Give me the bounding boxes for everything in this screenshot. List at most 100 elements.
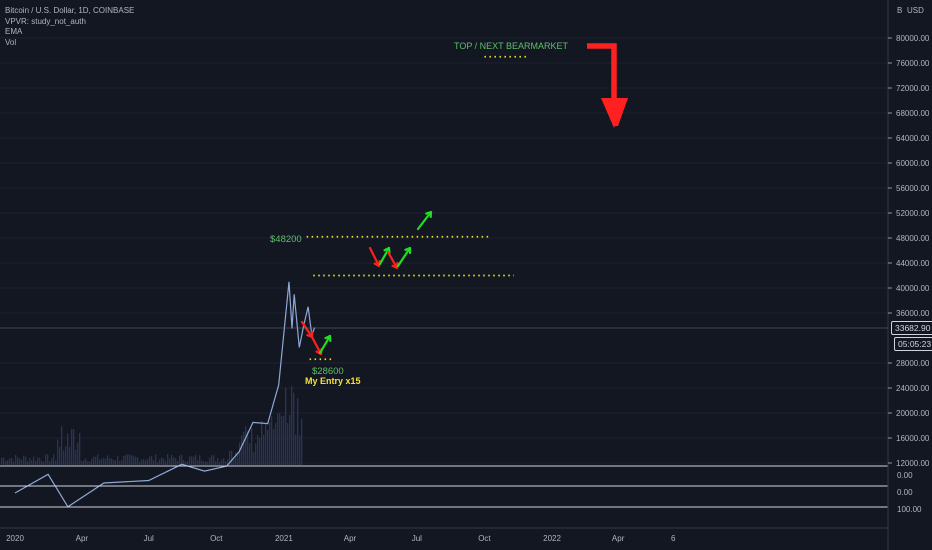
indicator-vol[interactable]: Vol <box>5 37 17 47</box>
price-tick-label-1: 76000.00 <box>896 59 930 68</box>
volume-bar <box>299 435 301 465</box>
indicator-vpvr[interactable]: VPVR: study_not_auth <box>5 16 86 26</box>
volume-bar <box>65 446 67 465</box>
volume-bar <box>169 458 171 465</box>
volume-bar <box>199 455 201 465</box>
sub-pane-tick-1: 0.00 <box>897 488 913 497</box>
volume-bar <box>157 461 159 465</box>
level-low-label: $28600 <box>312 366 344 377</box>
volume-bar <box>151 456 153 465</box>
volume-bar <box>297 398 299 465</box>
countdown-tag: 05:05:23 <box>894 337 932 351</box>
volume-bar <box>203 461 205 465</box>
arrow-down-3-head <box>373 259 381 268</box>
price-tick-label-3: 68000.00 <box>896 109 930 118</box>
price-tick-label-12: 28000.00 <box>896 359 930 368</box>
volume-bar <box>123 455 125 465</box>
volume-bar <box>87 461 89 465</box>
price-series-line <box>14 281 316 508</box>
volume-bar <box>7 460 9 465</box>
volume-bar <box>125 455 127 465</box>
volume-bar <box>143 459 145 465</box>
time-tick-2: Jul <box>144 534 154 543</box>
volume-bar <box>53 454 55 465</box>
volume-bar <box>141 459 143 465</box>
indicator-ema[interactable]: EMA <box>5 27 23 36</box>
volume-bar <box>117 456 119 465</box>
volume-bar <box>211 455 213 465</box>
volume-bar <box>301 418 303 465</box>
volume-bar <box>71 428 73 465</box>
volume-bar <box>229 450 231 465</box>
time-tick-1: Apr <box>76 534 89 543</box>
volume-bar <box>209 457 211 465</box>
price-axis-ticks[interactable]: 80000.00 76000.00 72000.00 68000.00 64000.00… <box>888 34 930 468</box>
volume-bar <box>107 455 109 465</box>
arrow-up-1-shaft <box>318 334 332 355</box>
arrow-up-1-head <box>324 334 332 343</box>
price-tick-label-14: 20000.00 <box>896 409 930 418</box>
volume-bar <box>9 458 11 465</box>
volume-bar <box>17 457 19 465</box>
time-tick-0: 2020 <box>6 534 24 543</box>
currency-label[interactable]: USD <box>907 6 924 15</box>
volume-bar <box>283 415 285 465</box>
volume-bar <box>81 460 83 465</box>
time-axis-ticks[interactable]: 2020 Apr Jul Oct 2021 Apr Jul Oct 2022 Apr 6 <box>6 534 676 543</box>
volume-bar <box>275 422 277 465</box>
volume-bar <box>235 452 237 465</box>
volume-bar <box>193 456 195 465</box>
volume-bar <box>51 458 53 465</box>
volume-bar <box>49 461 51 465</box>
volume-bar <box>79 433 81 465</box>
volume-bar <box>295 434 297 465</box>
price-tick-label-15: 16000.00 <box>896 434 930 443</box>
arrow-up-2-head <box>383 246 391 255</box>
volume-bar <box>33 456 35 465</box>
volume-bar <box>89 461 91 465</box>
price-levels <box>306 55 529 361</box>
arrow-up-4-head <box>425 210 433 219</box>
volume-bar <box>69 446 71 465</box>
price-tick-label-8: 48000.00 <box>896 234 930 243</box>
volume-bar <box>269 422 271 465</box>
volume-bar <box>137 457 139 465</box>
volume-bar <box>271 416 273 465</box>
settings-icon[interactable]: B <box>897 6 903 15</box>
volume-bar <box>57 439 59 465</box>
arrow-down-2-shaft <box>310 335 323 356</box>
time-tick-3: Oct <box>210 534 223 543</box>
volume-bar <box>179 455 181 465</box>
arrow-down-4-shaft <box>386 250 399 270</box>
volume-bar <box>225 461 227 465</box>
volume-bars <box>1 386 303 465</box>
volume-bar <box>293 392 295 465</box>
volume-bar <box>237 452 239 465</box>
volume-bar <box>215 460 217 465</box>
volume-bar <box>25 456 27 465</box>
volume-bar <box>281 416 283 465</box>
price-tick-label-0: 80000.00 <box>896 34 930 43</box>
level-high-label: $48200 <box>270 234 302 245</box>
arrow-down-4-head <box>391 261 399 270</box>
arrow-up-3-shaft <box>396 246 412 268</box>
volume-bar <box>135 456 137 465</box>
symbol-title[interactable]: Bitcoin / U.S. Dollar, 1D, COINBASE <box>5 6 135 15</box>
sub-pane-tick-0: 0.00 <box>897 471 913 480</box>
volume-bar <box>255 443 257 465</box>
volume-bar <box>103 458 105 465</box>
volume-bar <box>241 435 243 465</box>
time-tick-9: Apr <box>612 534 625 543</box>
volume-bar <box>261 420 263 465</box>
volume-bar <box>93 456 95 465</box>
volume-bar <box>205 461 207 465</box>
price-tick-label-10: 40000.00 <box>896 284 930 293</box>
volume-bar <box>239 442 241 465</box>
volume-bar <box>95 456 97 465</box>
volume-bar <box>263 434 265 465</box>
price-tick-label-5: 60000.00 <box>896 159 930 168</box>
volume-bar <box>233 459 235 465</box>
volume-bar <box>201 460 203 465</box>
volume-bar <box>5 461 7 465</box>
